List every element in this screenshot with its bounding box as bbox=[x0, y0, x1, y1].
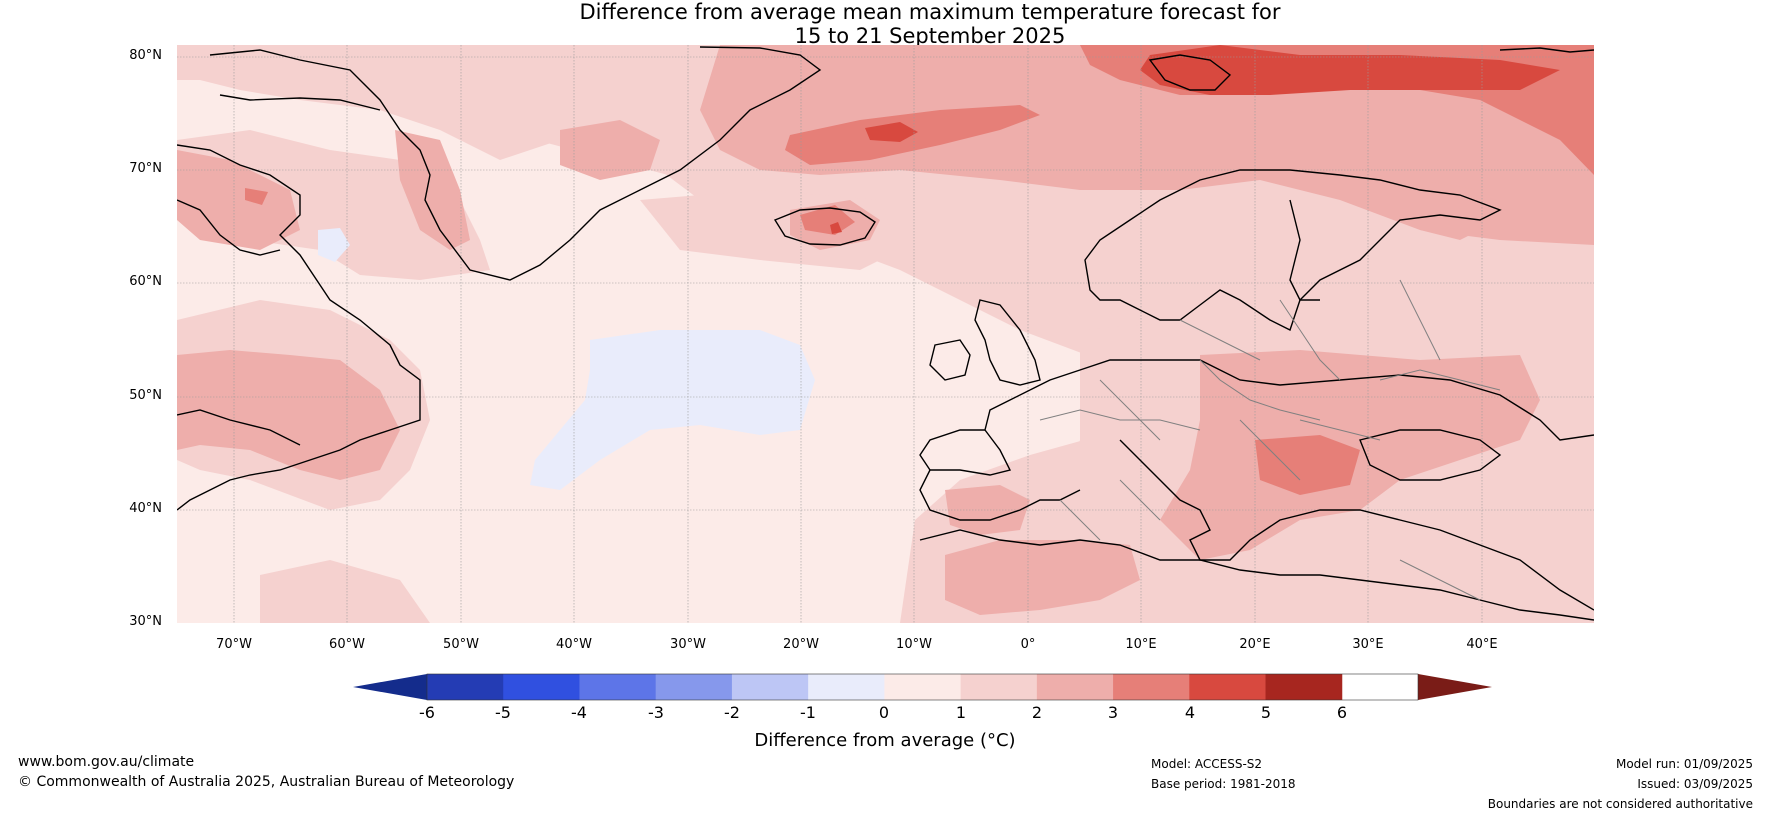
lon-label-10e: 10°E bbox=[1125, 637, 1157, 652]
title-line-2: 15 to 21 September 2025 bbox=[794, 24, 1066, 48]
colorbar-tick: 0 bbox=[878, 703, 890, 722]
lon-label-0: 0° bbox=[1020, 637, 1036, 652]
lat-label-30n: 30°N bbox=[129, 614, 162, 629]
colorbar-tick: -2 bbox=[724, 703, 740, 722]
anomaly-band-minus1-0 bbox=[318, 228, 815, 490]
title-line-1: Difference from average mean maximum tem… bbox=[579, 0, 1281, 24]
lon-label-30e: 30°E bbox=[1352, 637, 1384, 652]
footer-model: Model: ACCESS-S2 bbox=[1151, 757, 1263, 771]
colorbar-cell bbox=[655, 674, 733, 700]
graticule bbox=[177, 45, 1594, 623]
colorbar-extend-low bbox=[353, 674, 427, 700]
lat-label-60n: 60°N bbox=[129, 274, 162, 289]
footer-model-run: Model run: 01/09/2025 bbox=[1615, 757, 1753, 771]
colorbar-tick: 5 bbox=[1260, 703, 1272, 722]
colorbar-tick: -1 bbox=[800, 703, 816, 722]
colorbar-cells bbox=[427, 674, 1343, 700]
colorbar-tick: -5 bbox=[495, 703, 511, 722]
colorbar bbox=[353, 673, 1492, 701]
lon-label-50w: 50°W bbox=[443, 637, 479, 652]
colorbar-cell bbox=[884, 674, 962, 700]
colorbar-cell bbox=[808, 674, 885, 700]
lat-label-40n: 40°N bbox=[129, 501, 162, 516]
colorbar-cell bbox=[1113, 674, 1190, 700]
colorbar-tick: -4 bbox=[571, 703, 587, 722]
colorbar-tick: -6 bbox=[419, 703, 435, 722]
colorbar-cell bbox=[503, 674, 580, 700]
lon-label-20e: 20°E bbox=[1239, 637, 1271, 652]
anomaly-band-4-5 bbox=[830, 45, 1560, 234]
lon-label-30w: 30°W bbox=[670, 637, 706, 652]
colorbar-cell bbox=[1189, 674, 1267, 700]
colorbar-cell bbox=[579, 674, 657, 700]
colorbar-tick: 6 bbox=[1336, 703, 1348, 722]
colorbar-tick: 3 bbox=[1107, 703, 1119, 722]
colorbar-tick: 1 bbox=[955, 703, 967, 722]
footer-copyright: © Commonwealth of Australia 2025, Austra… bbox=[18, 774, 515, 790]
colorbar-cell bbox=[1265, 674, 1343, 700]
colorbar-cell bbox=[1036, 674, 1114, 700]
footer-issued: Issued: 03/09/2025 bbox=[1637, 777, 1753, 791]
lat-label-70n: 70°N bbox=[129, 161, 162, 176]
colorbar-cell bbox=[731, 674, 809, 700]
lon-label-40w: 40°W bbox=[556, 637, 592, 652]
footer-url: www.bom.gov.au/climate bbox=[18, 754, 195, 770]
coastlines bbox=[177, 46, 1594, 621]
colorbar-extend-high bbox=[1418, 674, 1492, 700]
colorbar-tick: 4 bbox=[1184, 703, 1196, 722]
lat-label-50n: 50°N bbox=[129, 388, 162, 403]
lon-label-70w: 70°W bbox=[216, 637, 252, 652]
colorbar-tick: -3 bbox=[648, 703, 664, 722]
lon-label-40e: 40°E bbox=[1466, 637, 1498, 652]
colorbar-tick: 2 bbox=[1031, 703, 1043, 722]
lon-label-60w: 60°W bbox=[329, 637, 365, 652]
map-title: Difference from average mean maximum tem… bbox=[0, 0, 1770, 48]
country-borders bbox=[1039, 279, 1501, 601]
colorbar-label: Difference from average (°C) bbox=[754, 730, 1016, 751]
colorbar-cell bbox=[960, 674, 1038, 700]
map-field bbox=[177, 45, 1594, 623]
colorbar-cell bbox=[427, 674, 504, 700]
lat-label-80n: 80°N bbox=[129, 48, 162, 63]
footer-disclaimer: Boundaries are not considered authoritat… bbox=[1487, 797, 1753, 811]
lon-label-10w: 10°W bbox=[896, 637, 932, 652]
lon-label-20w: 20°W bbox=[783, 637, 819, 652]
footer-base-period: Base period: 1981-2018 bbox=[1151, 777, 1296, 791]
